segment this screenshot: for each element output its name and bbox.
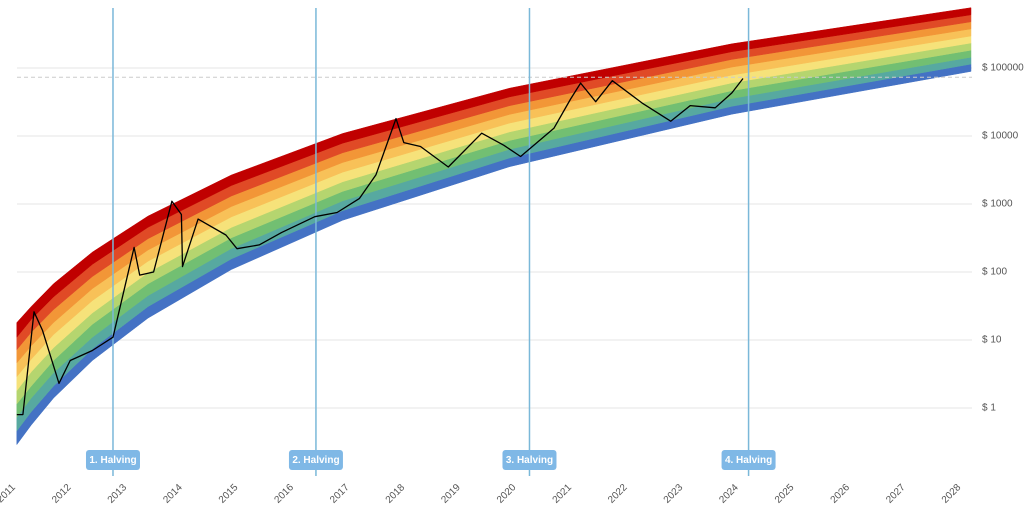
- x-tick-label: 2016: [273, 482, 297, 506]
- price-line: [16, 78, 744, 416]
- x-tick-label: 2020: [495, 482, 519, 506]
- x-tick-label: 2017: [328, 482, 352, 506]
- x-tick-label: 2012: [50, 482, 74, 506]
- y-tick-label: $ 100000: [982, 63, 1024, 74]
- y-tick-label: $ 1: [982, 403, 996, 414]
- x-tick-label: 2022: [606, 482, 630, 506]
- y-tick-label: $ 10000: [982, 131, 1019, 142]
- halving-badge: [288, 450, 343, 470]
- rainbow: [16, 7, 972, 445]
- halving-label: 3. Halving: [506, 455, 553, 466]
- halving-badge: [85, 450, 140, 470]
- halving-label: 1. Halving: [89, 455, 136, 466]
- x-tick-label: 2028: [940, 482, 964, 506]
- halving-label: 2. Halving: [292, 455, 339, 466]
- rainbow-band: [16, 7, 972, 338]
- x-tick-label: 2015: [217, 482, 241, 506]
- x-tick-label: 2011: [0, 482, 18, 505]
- halving-badge: [721, 450, 776, 470]
- x-tick-label: 2018: [384, 482, 408, 506]
- halving-badge: [502, 450, 557, 470]
- y-tick-label: $ 100: [982, 267, 1007, 278]
- x-tick-label: 2014: [161, 482, 185, 506]
- x-tick-label: 2025: [773, 482, 797, 506]
- x-tick-label: 2019: [439, 482, 463, 506]
- x-tick-label: 2023: [662, 482, 686, 506]
- x-tick-label: 2026: [829, 482, 853, 506]
- x-tick-label: 2021: [551, 482, 575, 506]
- halving-label: 4. Halving: [725, 455, 772, 466]
- x-tick-label: 2024: [717, 482, 741, 506]
- x-tick-label: 2027: [884, 482, 908, 506]
- x-tick-label: 2013: [106, 482, 130, 506]
- y-tick-label: $ 1000: [982, 199, 1013, 210]
- y-tick-label: $ 10: [982, 335, 1002, 346]
